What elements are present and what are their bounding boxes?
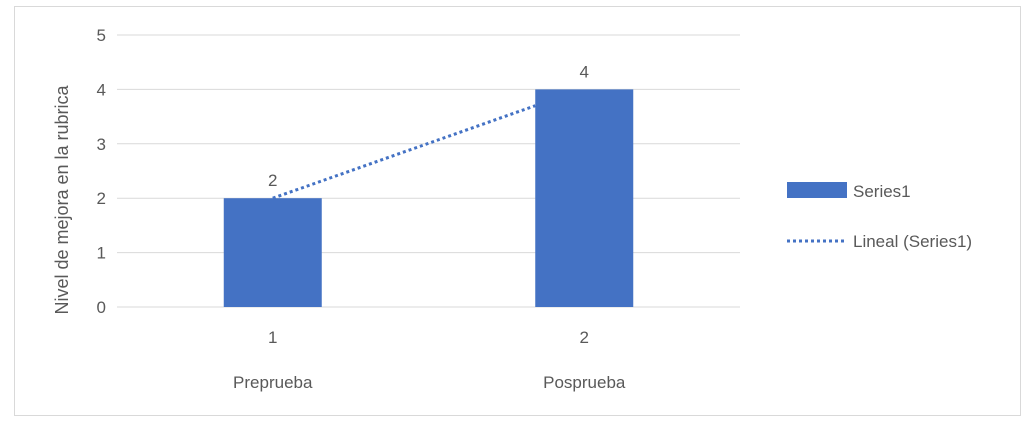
- x-axis-ticks: 1 Preprueba 2 Posprueba: [233, 328, 626, 392]
- gridlines: [117, 34, 740, 308]
- legend-label-series1: Series1: [853, 182, 911, 201]
- y-axis-ticks: 0 1 2 3 4 5: [97, 26, 106, 317]
- bar: [223, 198, 322, 307]
- y-axis-label: Nivel de mejora en la rubrica: [52, 84, 72, 314]
- x-category-label: Posprueba: [543, 373, 626, 392]
- x-tick-label: 2: [580, 328, 589, 347]
- trendline-group: [272, 104, 536, 200]
- y-tick-label: 5: [97, 26, 106, 45]
- y-tick-label: 2: [97, 189, 106, 208]
- legend-label-trendline: Lineal (Series1): [853, 232, 972, 251]
- legend-swatch-series1: [787, 182, 847, 198]
- y-tick-label: 4: [97, 80, 106, 99]
- bar: [535, 89, 634, 308]
- y-tick-label: 0: [97, 298, 106, 317]
- x-category-label: Preprueba: [233, 373, 313, 392]
- data-labels: 24: [268, 62, 589, 190]
- data-label: 4: [580, 62, 589, 81]
- x-tick-label: 1: [268, 328, 277, 347]
- bars: [223, 89, 634, 308]
- chart-frame: [14, 6, 1021, 416]
- y-tick-label: 1: [97, 244, 106, 263]
- legend: Series1 Lineal (Series1): [787, 182, 972, 251]
- y-tick-label: 3: [97, 135, 106, 154]
- data-label: 2: [268, 171, 277, 190]
- trendline: [272, 104, 536, 200]
